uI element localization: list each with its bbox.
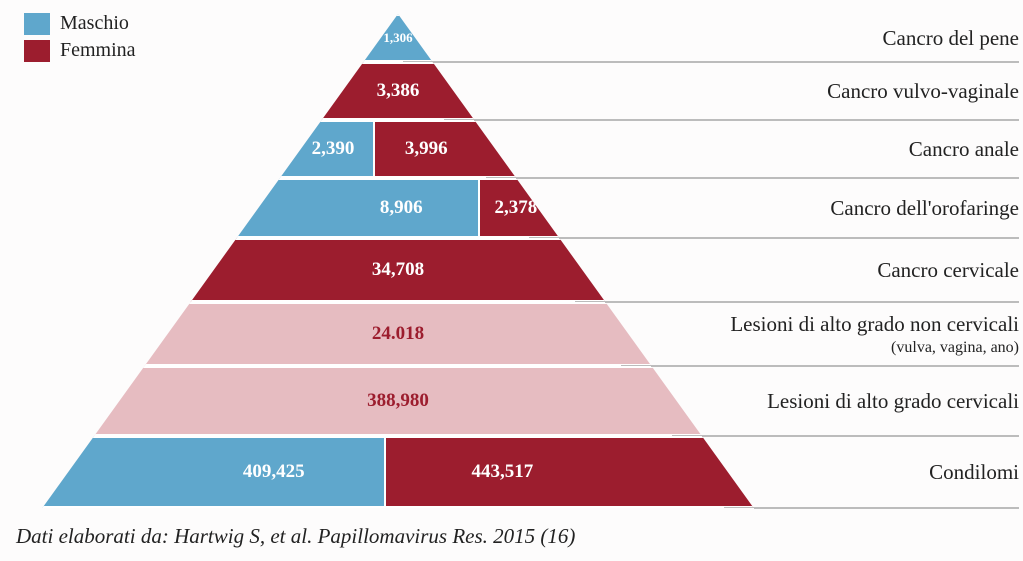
row-label-text: Cancro anale: [909, 137, 1019, 161]
row-label-text: Cancro dell'orofaringe: [830, 196, 1019, 220]
divider-line: [474, 120, 1019, 121]
row-label-text: Condilomi: [929, 460, 1019, 484]
row-labels: Cancro del pene Cancro vulvo-vaginale Canc…: [649, 14, 1019, 514]
row-label-text: Lesioni di alto grado non cervicali: [730, 312, 1019, 336]
divider-line: [516, 178, 1019, 179]
divider-line: [702, 436, 1019, 437]
row-label-text: Cancro vulvo-vaginale: [827, 79, 1019, 103]
row-label-text: Cancro cervicale: [877, 258, 1019, 282]
divider-line: [433, 62, 1019, 63]
row-label: Cancro cervicale: [649, 258, 1019, 283]
row-label-text: Lesioni di alto grado cervicali: [767, 389, 1019, 413]
divider-line: [754, 508, 1019, 509]
divider-line: [605, 302, 1019, 303]
chart-container: Maschio Femmina 1,3063,3862,3903,9968,90…: [8, 8, 1023, 553]
segment-male: 409,425: [38, 436, 385, 508]
row-label: Cancro vulvo-vaginale: [649, 79, 1019, 104]
divider-line: [651, 366, 1019, 367]
segment-male: 2,390: [38, 120, 374, 178]
row-label: Cancro anale: [649, 137, 1019, 162]
segment-male: 8,906: [38, 178, 479, 238]
divider-line: [559, 238, 1019, 239]
row-sublabel-text: (vulva, vagina, ano): [649, 339, 1019, 357]
row-label: Cancro dell'orofaringe: [649, 196, 1019, 221]
row-label: Condilomi: [649, 460, 1019, 485]
row-label-text: Cancro del pene: [883, 26, 1019, 50]
row-label: Lesioni di alto grado non cervicali (vulv…: [649, 312, 1019, 357]
source-citation: Dati elaborati da: Hartwig S, et al. Pap…: [16, 524, 575, 549]
row-label: Lesioni di alto grado cervicali: [649, 389, 1019, 414]
row-label: Cancro del pene: [649, 26, 1019, 51]
